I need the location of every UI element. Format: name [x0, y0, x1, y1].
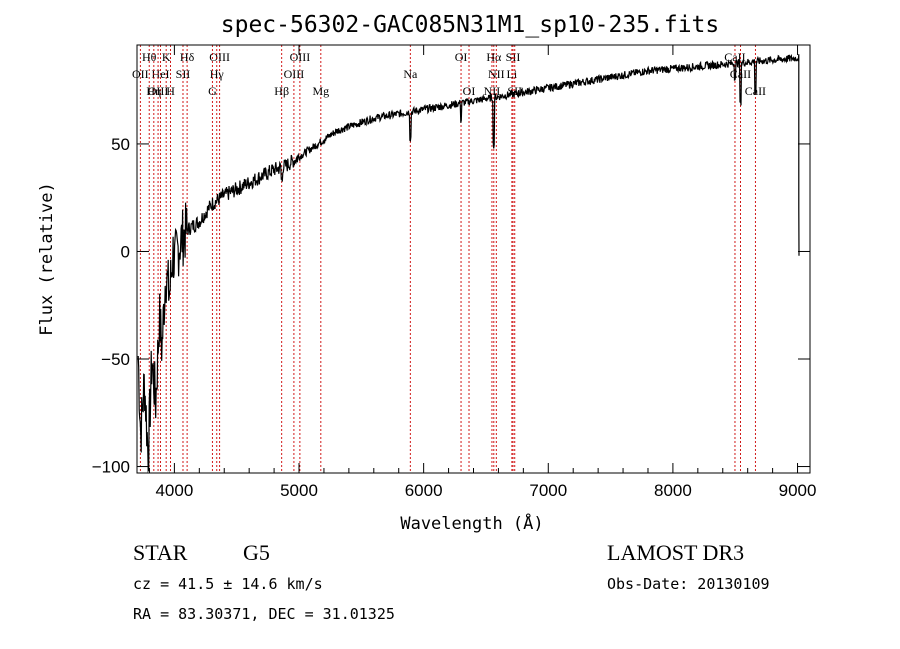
x-tick-label: 7000	[529, 481, 567, 500]
x-axis-label: Wavelength (Å)	[400, 512, 543, 534]
line-marker-label: K	[162, 50, 171, 64]
line-marker-label: OI	[455, 50, 468, 64]
line-marker-label: CaII	[730, 67, 751, 81]
line-marker-label: Hβ	[274, 84, 289, 98]
line-marker-label: G	[208, 84, 217, 98]
line-marker-label: SII	[176, 67, 191, 81]
x-tick-label: 5000	[280, 481, 318, 500]
line-marker-label: SII	[506, 50, 521, 64]
x-tick-label: 9000	[779, 481, 817, 500]
line-marker-label: Hγ	[210, 67, 225, 81]
line-marker-label: Hα	[486, 50, 502, 64]
line-marker-label: OIII	[209, 50, 230, 64]
coordinates-text: RA = 83.30371, DEC = 31.01325	[133, 605, 395, 623]
line-marker-label: OII	[132, 67, 149, 81]
line-marker-label: Li	[507, 67, 518, 81]
plot-frame	[136, 44, 811, 474]
line-markers: Hθ K Hδ OIII OIII OI Hα SII CaII OII HeI SII Hγ OIII N…	[132, 45, 766, 473]
flux-series-line	[137, 53, 800, 473]
line-marker-label: H	[166, 84, 175, 98]
object-subclass: G5	[243, 540, 270, 565]
line-marker-label: Hδ	[180, 50, 195, 64]
object-type: STAR	[133, 540, 188, 565]
x-tick-label: 8000	[654, 481, 692, 500]
line-marker-label: OIII	[284, 67, 305, 81]
redshift-text: cz = 41.5 ± 14.6 km/s	[133, 575, 323, 593]
line-marker-label: Mg	[312, 84, 329, 98]
line-marker-label: NII	[488, 67, 505, 81]
axis-ticks: 4000 5000 6000 7000 8000 9000 −100 −50 0 50	[92, 45, 817, 500]
line-marker-label: OIII	[148, 84, 169, 98]
y-tick-label: 50	[111, 135, 130, 154]
line-marker-label: Na	[403, 67, 418, 81]
y-tick-label: −50	[101, 350, 130, 369]
line-marker-label: HeI	[152, 67, 170, 81]
line-marker-label: OIII	[290, 50, 311, 64]
obs-date: Obs-Date: 20130109	[607, 575, 770, 593]
y-tick-label: −100	[92, 458, 130, 477]
x-tick-label: 6000	[405, 481, 443, 500]
line-marker-label: Hη	[146, 84, 161, 98]
x-tick-label: 4000	[155, 481, 193, 500]
y-axis-label: Flux (relative)	[37, 182, 57, 336]
survey-name: LAMOST DR3	[607, 540, 744, 565]
chart-title: spec-56302-GAC085N31M1_sp10-235.fits	[221, 12, 720, 38]
y-tick-label: 0	[121, 242, 130, 261]
line-marker-label: Hθ	[142, 50, 157, 64]
line-marker-label: OI	[463, 84, 476, 98]
